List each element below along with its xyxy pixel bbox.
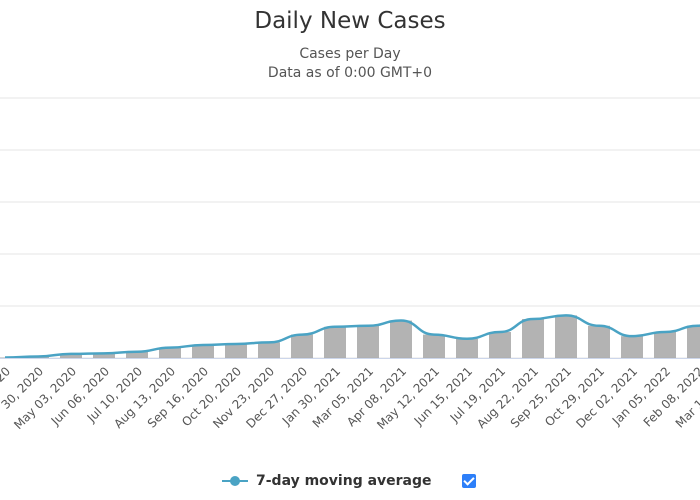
bar-daily-cases[interactable]	[324, 326, 346, 358]
bar-daily-cases[interactable]	[555, 315, 577, 358]
bar-daily-cases[interactable]	[291, 334, 313, 358]
bar-daily-cases[interactable]	[159, 347, 181, 358]
bar-daily-cases[interactable]	[489, 332, 511, 358]
bar-daily-cases[interactable]	[93, 353, 115, 358]
bar-daily-cases[interactable]	[126, 351, 148, 358]
moving-average-line[interactable]	[4, 180, 700, 359]
chart-title: Daily New Cases	[254, 8, 446, 34]
legend[interactable]: 7-day moving average	[222, 470, 476, 492]
chart-subtitle: Cases per Day	[299, 46, 401, 62]
bar-daily-cases[interactable]	[588, 325, 610, 358]
x-tick-label: 20	[0, 364, 13, 385]
bar-daily-cases[interactable]	[258, 342, 280, 358]
bar-daily-cases[interactable]	[423, 334, 445, 358]
chart-data-date: Data as of 0:00 GMT+0	[267, 65, 433, 81]
bar-daily-cases[interactable]	[687, 325, 700, 358]
bar-daily-cases[interactable]	[456, 338, 478, 358]
moving-average-series	[4, 180, 700, 359]
bar-daily-cases[interactable]	[192, 345, 214, 358]
bar-daily-cases[interactable]	[60, 353, 82, 358]
legend-label[interactable]: 7-day moving average	[256, 473, 432, 489]
bar-series	[0, 315, 700, 358]
legend-checkbox[interactable]	[461, 474, 476, 488]
legend-line-marker-icon	[222, 474, 248, 488]
bar-daily-cases[interactable]	[621, 336, 643, 358]
bar-daily-cases[interactable]	[654, 332, 676, 358]
grid-lines	[0, 97, 700, 359]
bar-daily-cases[interactable]	[522, 319, 544, 358]
bar-daily-cases[interactable]	[390, 320, 412, 358]
bar-daily-cases[interactable]	[357, 325, 379, 358]
bar-daily-cases[interactable]	[225, 343, 247, 358]
